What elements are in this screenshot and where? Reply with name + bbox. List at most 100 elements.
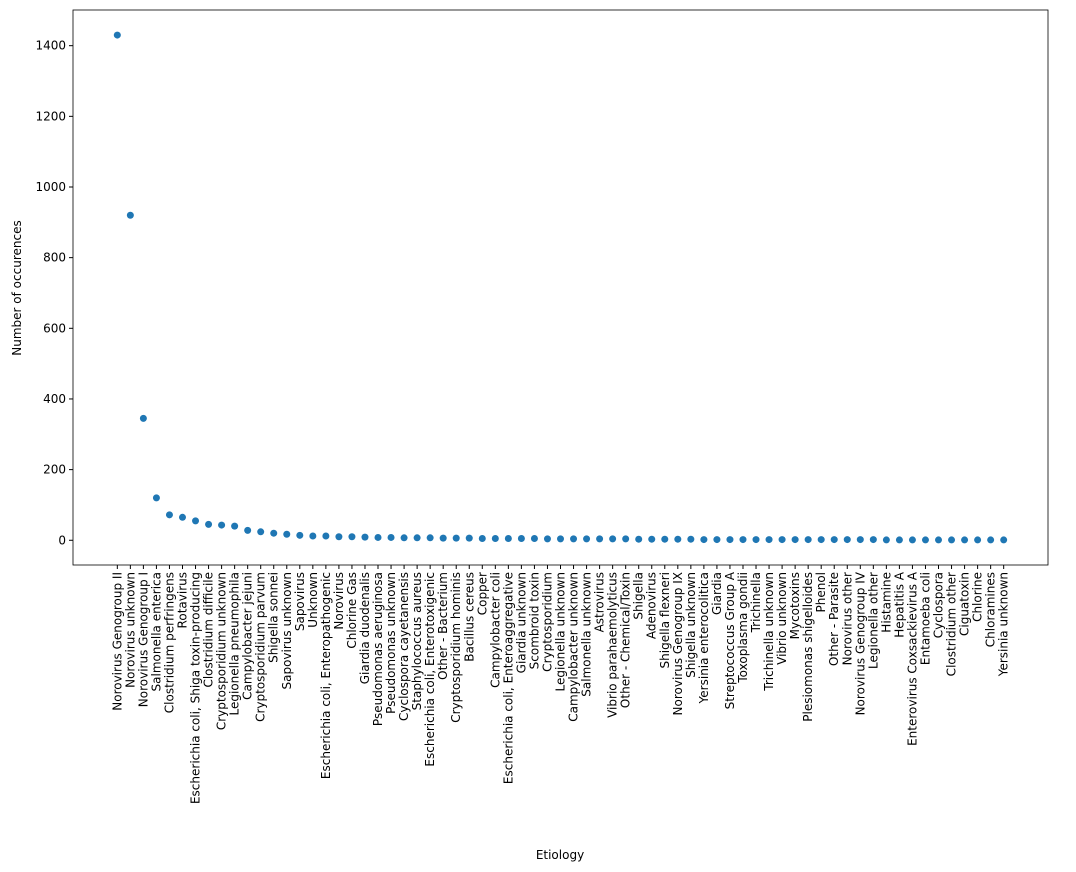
x-tick-label: Toxoplasma gondii xyxy=(736,572,750,684)
x-tick-label: Campylobacter unknown xyxy=(567,572,581,722)
x-tick-label: Sapovirus xyxy=(293,572,307,631)
x-tick-label: Clostridium difficile xyxy=(202,572,216,688)
point xyxy=(778,536,786,544)
x-tick-label: Vibrio unknown xyxy=(775,572,789,665)
x-tick-label: Hepatitis A xyxy=(892,571,906,638)
x-tick-label: Shigella xyxy=(632,572,646,620)
x-tick-label: Vibrio parahaemolyticus xyxy=(606,572,620,718)
point xyxy=(296,531,304,539)
x-tick-label: Shigella sonnei xyxy=(267,572,281,663)
point xyxy=(908,536,916,544)
point xyxy=(948,536,956,544)
x-tick-label: Cryptosporidium unknown xyxy=(215,572,229,730)
point xyxy=(752,536,760,544)
x-tick-label: Giardia xyxy=(710,572,724,615)
x-tick-label: Sapovirus unknown xyxy=(280,572,294,690)
point xyxy=(987,536,995,544)
x-tick-label: Cryptosporidium xyxy=(540,572,554,672)
x-tick-label: Norovirus Genogroup I xyxy=(136,572,150,707)
x-tick-label: Campylobacter jejuni xyxy=(241,572,255,700)
x-tick-label: Giardia duodenalis xyxy=(358,572,372,684)
point xyxy=(869,536,877,544)
x-tick-label: Copper xyxy=(475,572,489,615)
x-tick-label: Escherichia coli, Enteropathogenic xyxy=(319,572,333,779)
plot-frame xyxy=(72,9,1049,566)
x-tick-label: Salmonella enterica xyxy=(149,572,163,691)
point xyxy=(348,533,356,541)
x-tick-label: Other - Parasite xyxy=(827,572,841,666)
y-tick-label: 1000 xyxy=(35,180,66,194)
point xyxy=(895,536,903,544)
point xyxy=(126,211,134,219)
point xyxy=(478,535,486,543)
point xyxy=(570,535,578,543)
point xyxy=(830,536,838,544)
point xyxy=(426,534,434,542)
point xyxy=(530,535,538,543)
x-tick-label: Staphylococcus aureus xyxy=(410,572,424,710)
x-tick-label: Pseudomonas aeruginosa xyxy=(371,572,385,726)
x-tick-label: Trichinella unknown xyxy=(762,572,776,692)
x-tick-label: Clostridium other xyxy=(945,572,959,676)
x-tick-label: Norovirus Genogroup IX xyxy=(671,572,685,715)
point xyxy=(465,534,473,542)
point xyxy=(244,526,252,534)
x-tick-label: Escherichia coli, Shiga toxin-producing xyxy=(189,572,203,804)
x-tick-label: Chlorine xyxy=(971,572,985,622)
y-tick-label: 800 xyxy=(43,251,66,265)
x-tick-label: Escherichia coli, Enterotoxigenic xyxy=(423,572,437,767)
point xyxy=(543,535,551,543)
x-tick-label: Unknown xyxy=(306,572,320,628)
point xyxy=(635,535,643,543)
x-tick-label: Enterovirus Coxsackievirus A xyxy=(905,571,919,746)
point xyxy=(152,494,160,502)
x-tick-label: Norovirus xyxy=(332,572,346,630)
x-tick-label: Trichinella xyxy=(749,572,763,633)
point xyxy=(674,535,682,543)
point xyxy=(361,533,369,541)
x-tick-label: Astrovirus xyxy=(593,572,607,632)
x-tick-label: Cryptosporidium parvum xyxy=(254,572,268,722)
x-tick-label: Legionella pneumophila xyxy=(228,572,242,715)
point xyxy=(583,535,591,543)
point xyxy=(713,536,721,544)
y-axis-label: Number of occurences xyxy=(10,220,24,355)
point xyxy=(283,530,291,538)
point xyxy=(309,532,317,540)
y-tick-label: 200 xyxy=(43,463,66,477)
point xyxy=(192,517,200,525)
point xyxy=(609,535,617,543)
point xyxy=(804,536,812,544)
x-tick-label: Pseudomonas unknown xyxy=(384,572,398,714)
x-tick-label: Norovirus other xyxy=(840,572,854,665)
x-tick-label: Norovirus unknown xyxy=(123,572,137,688)
point xyxy=(139,414,147,422)
x-tick-label: Chlorine Gas xyxy=(345,572,359,649)
x-axis-label: Etiology xyxy=(536,848,584,862)
x-tick-label: Legionella other xyxy=(866,572,880,669)
y-tick-label: 400 xyxy=(43,392,66,406)
point xyxy=(113,31,121,39)
point xyxy=(517,535,525,543)
point xyxy=(882,536,890,544)
point xyxy=(231,522,239,530)
point xyxy=(856,536,864,544)
x-tick-label: Giardia unknown xyxy=(514,572,528,673)
y-tick-label: 1400 xyxy=(35,39,66,53)
point xyxy=(1000,536,1008,544)
point xyxy=(700,536,708,544)
point xyxy=(687,535,695,543)
point xyxy=(661,535,669,543)
point xyxy=(322,532,330,540)
x-tick-label: Legionella unknown xyxy=(554,572,568,692)
point xyxy=(817,536,825,544)
point xyxy=(452,534,460,542)
point xyxy=(504,535,512,543)
point xyxy=(765,536,773,544)
x-tick-label: Shigella unknown xyxy=(684,572,698,678)
x-tick-label: Cryptosporidium hominis xyxy=(449,572,463,723)
point xyxy=(961,536,969,544)
x-tick-label: Adenovirus xyxy=(645,572,659,639)
point xyxy=(413,534,421,542)
x-tick-label: Other - Chemical/Toxin xyxy=(619,572,633,708)
